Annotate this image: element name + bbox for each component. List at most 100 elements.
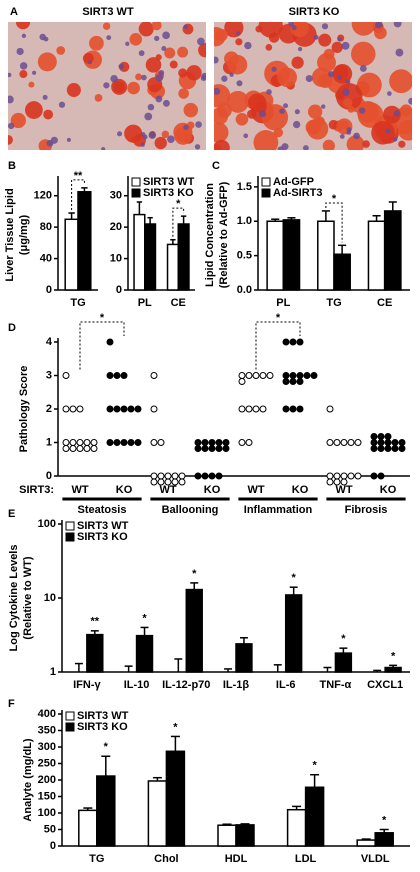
y-axis-label: (Relative to WT) [22, 556, 34, 639]
bar [317, 220, 335, 291]
data-point [296, 378, 304, 385]
nucleus [236, 31, 241, 36]
nucleus [339, 134, 345, 139]
lipid-droplet [15, 22, 31, 30]
lipid-droplet [258, 22, 283, 38]
lipid-droplet [291, 56, 304, 69]
legend-swatch [65, 521, 75, 531]
data-point [340, 478, 348, 486]
nucleus [167, 135, 175, 143]
y-tick-label: 0.0 [237, 284, 252, 296]
y-tick-label: 0 [46, 284, 52, 296]
significance-label: * [276, 312, 281, 324]
lipid-droplet [169, 60, 178, 69]
data-point [282, 372, 290, 379]
bar [144, 223, 157, 291]
lipid-droplet [129, 33, 143, 46]
panel-label: D [8, 322, 16, 334]
nucleus [147, 103, 155, 111]
nucleus [42, 94, 48, 100]
nucleus [142, 134, 148, 140]
bar [135, 634, 154, 673]
data-point [245, 439, 253, 446]
nucleus [387, 91, 392, 96]
nucleus [154, 35, 160, 42]
data-point [377, 433, 385, 440]
data-point [150, 478, 158, 486]
nucleus [292, 120, 301, 129]
data-point [208, 445, 216, 452]
legend-label: SIRT3 WT [77, 710, 129, 722]
data-point [259, 405, 267, 413]
data-point [157, 472, 165, 480]
nucleus [297, 46, 303, 52]
lipid-droplet [138, 22, 154, 37]
y-tick-label: 250 [38, 757, 56, 769]
data-point [289, 338, 297, 346]
bar [177, 223, 190, 291]
lipid-droplet [277, 67, 298, 88]
data-point [252, 405, 260, 413]
legend-swatch [65, 711, 75, 721]
legend-label: SIRT3 WT [77, 520, 129, 532]
data-point [282, 405, 290, 413]
significance-label: * [382, 814, 387, 826]
x-tick-label: CE [171, 297, 186, 309]
lipid-droplet [351, 41, 376, 67]
significance-bracket [325, 202, 343, 243]
nucleus [66, 137, 71, 142]
nucleus [291, 25, 297, 31]
y-tick-label: 1 [46, 436, 52, 448]
bar [133, 213, 146, 291]
nucleus [16, 47, 24, 56]
data-point [245, 372, 253, 379]
x-tick-label: VLDL [361, 853, 390, 865]
lipid-droplet [398, 140, 406, 148]
nucleus [155, 95, 163, 103]
bar [86, 633, 104, 673]
data-point [398, 445, 406, 452]
bar [383, 210, 402, 291]
data-point [282, 338, 290, 346]
data-point [384, 439, 392, 446]
lipid-droplet [322, 139, 335, 150]
lipid-droplet [177, 46, 189, 58]
lipid-droplet [371, 120, 395, 145]
lipid-droplet [214, 139, 230, 150]
nucleus [21, 33, 27, 39]
image-title: SIRT3 WT [82, 6, 134, 18]
lipid-droplet [19, 70, 28, 79]
data-point [194, 445, 202, 452]
lipid-droplet [397, 119, 412, 141]
lipid-droplet [66, 82, 81, 98]
nucleus [138, 50, 145, 57]
y-tick-label: 150 [38, 790, 56, 802]
nucleus [19, 62, 28, 70]
y-axis-label: Liver Tissue Lipid [4, 188, 16, 281]
data-point [252, 372, 260, 379]
series-label: KO [116, 484, 133, 496]
lipid-droplet [351, 22, 376, 36]
y-tick-label: 350 [38, 724, 56, 736]
y-tick-label: 1 [50, 666, 56, 678]
x-tick-label: PL [276, 297, 290, 309]
lipid-droplet [226, 90, 249, 113]
data-point [134, 439, 142, 446]
data-point [194, 472, 202, 480]
significance-label: * [391, 650, 396, 662]
y-tick-label: 3 [46, 369, 52, 381]
lipid-droplet [145, 57, 162, 73]
nucleus [243, 133, 249, 139]
nucleus [393, 137, 398, 142]
data-point [326, 439, 334, 446]
lipid-droplet [127, 81, 140, 95]
y-tick-label: 50 [44, 823, 56, 835]
x-tick-label: IFN-γ [73, 679, 101, 691]
data-point [259, 372, 267, 379]
significance-label: * [292, 572, 297, 584]
nucleus [279, 108, 285, 115]
legend-label: Ad-SIRT3 [273, 187, 323, 199]
lipid-droplet [24, 101, 43, 119]
series-label: KO [292, 484, 309, 496]
nucleus [281, 143, 289, 150]
